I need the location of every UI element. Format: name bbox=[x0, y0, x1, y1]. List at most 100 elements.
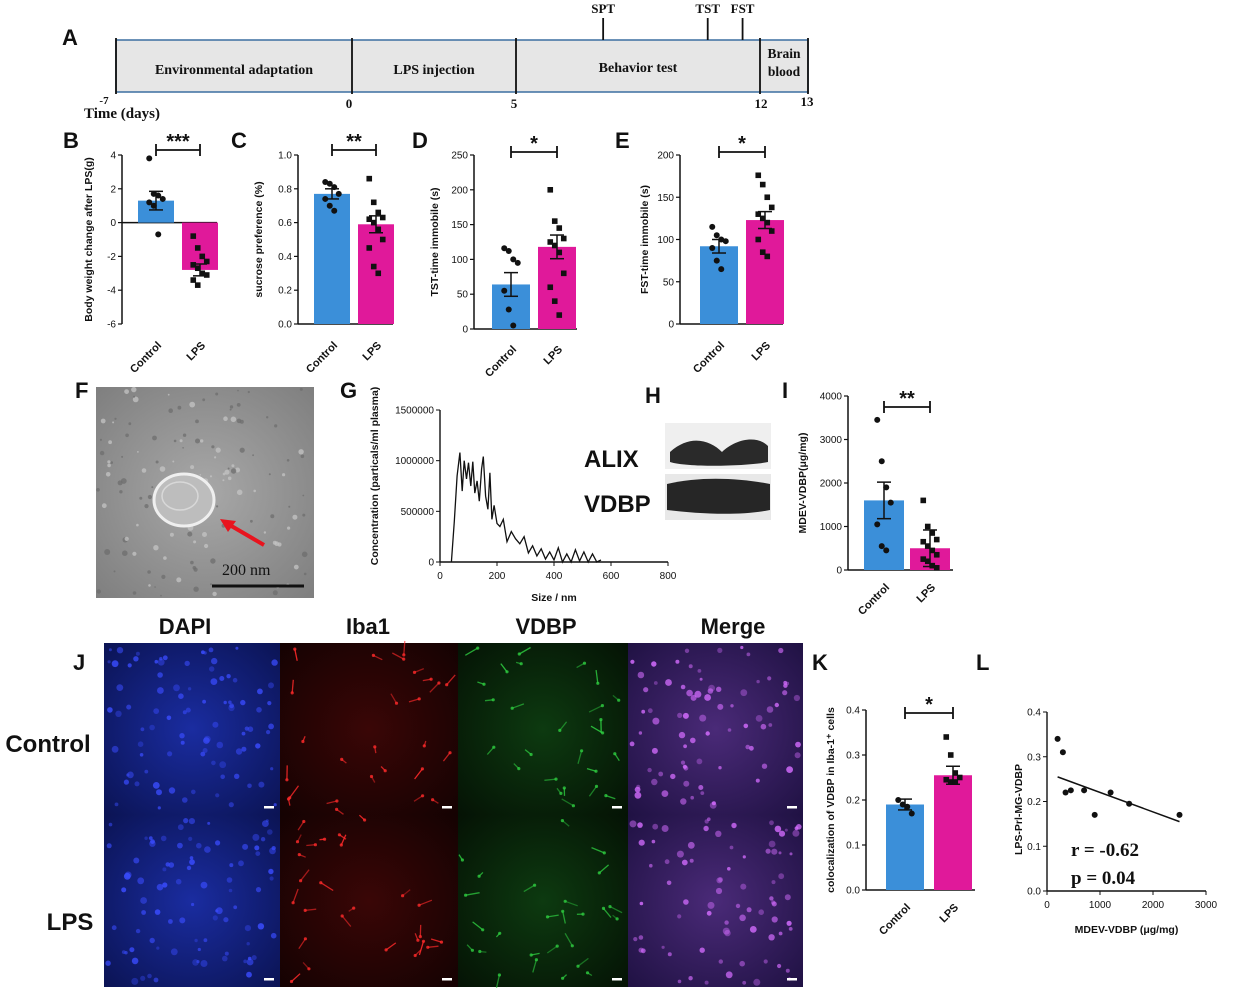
data-point-control bbox=[709, 244, 716, 251]
data-point-lps bbox=[933, 565, 940, 571]
cell-nucleus bbox=[731, 822, 737, 829]
cell-nucleus bbox=[755, 715, 763, 722]
x-category-label: LPS bbox=[937, 902, 961, 926]
data-point-control bbox=[883, 547, 890, 554]
cell-nucleus bbox=[777, 963, 782, 969]
y-tick-label: 1000000 bbox=[395, 456, 434, 467]
y-tick-label: 250 bbox=[451, 151, 468, 162]
y-tick-label: 0.3 bbox=[1027, 752, 1041, 763]
tem-particle bbox=[132, 591, 137, 595]
cell-nucleus bbox=[154, 909, 161, 915]
panel-letter-a: A bbox=[62, 25, 78, 50]
data-point-lps bbox=[929, 562, 936, 569]
cell-nucleus bbox=[131, 957, 139, 965]
tem-particle bbox=[117, 480, 123, 486]
cell-nucleus bbox=[756, 679, 760, 684]
tem-particle bbox=[161, 574, 166, 580]
cell-process bbox=[391, 652, 405, 660]
data-point-control bbox=[722, 238, 729, 245]
cell-nucleus bbox=[220, 774, 225, 780]
tem-particle bbox=[216, 505, 219, 508]
cell-nucleus bbox=[243, 959, 248, 964]
western-blot: ALIX VDBP bbox=[584, 423, 771, 520]
cell-nucleus bbox=[735, 903, 741, 909]
cell-nucleus bbox=[742, 980, 747, 985]
tem-particle bbox=[105, 472, 111, 477]
tem-particle bbox=[139, 496, 143, 500]
tem-particle bbox=[195, 438, 200, 444]
tem-particle bbox=[247, 390, 250, 394]
tem-particle bbox=[137, 451, 139, 453]
y-tick-label: 0.2 bbox=[846, 796, 860, 807]
cell-nucleus bbox=[121, 950, 126, 954]
cell-body bbox=[561, 976, 565, 980]
cell-nucleus bbox=[258, 781, 265, 788]
y-tick-label: 4000 bbox=[820, 392, 843, 403]
cell-body bbox=[529, 752, 533, 757]
cell-nucleus bbox=[241, 731, 246, 736]
cell-nucleus bbox=[793, 694, 801, 702]
cell-nucleus bbox=[268, 868, 274, 875]
cell-body bbox=[478, 949, 482, 954]
tem-particle bbox=[136, 523, 139, 527]
cell-nucleus bbox=[661, 790, 669, 797]
timeline-tick-label: 12 bbox=[755, 96, 768, 111]
cell-nucleus bbox=[689, 858, 694, 863]
tem-particle bbox=[110, 461, 113, 464]
data-point-control bbox=[322, 179, 329, 186]
cell-nucleus bbox=[696, 758, 703, 765]
tem-particle bbox=[286, 459, 290, 462]
significance-label: ** bbox=[899, 388, 915, 410]
cell-nucleus bbox=[252, 833, 260, 841]
cell-nucleus bbox=[226, 674, 231, 679]
cell-nucleus bbox=[782, 690, 788, 696]
cell-nucleus bbox=[785, 968, 790, 973]
cell-nucleus bbox=[716, 686, 722, 692]
tem-particle bbox=[192, 566, 197, 570]
cell-process bbox=[472, 921, 484, 931]
cell-nucleus bbox=[778, 851, 782, 855]
tem-particle bbox=[193, 586, 199, 592]
cell-nucleus bbox=[238, 860, 244, 867]
cell-nucleus bbox=[760, 723, 767, 730]
cell-nucleus bbox=[724, 920, 729, 925]
cell-process bbox=[591, 846, 605, 854]
timeline-segment-label: LPS injection bbox=[393, 63, 474, 78]
cell-body bbox=[313, 843, 317, 847]
cell-nucleus bbox=[173, 684, 180, 692]
cell-nucleus bbox=[168, 787, 176, 794]
timeline-segment-label: Behavior test bbox=[599, 61, 678, 76]
cell-nucleus bbox=[704, 694, 711, 701]
data-point-control bbox=[322, 195, 329, 202]
tem-particle bbox=[152, 435, 157, 441]
cell-nucleus bbox=[652, 823, 659, 830]
cell-nucleus bbox=[661, 825, 669, 832]
chart-colocalization: 0.0 0.1 0.2 0.3 0.4 colocalization of VDBP in… bbox=[825, 694, 975, 938]
data-point-control bbox=[899, 801, 906, 808]
cell-nucleus bbox=[638, 947, 644, 953]
data-point-lps bbox=[203, 272, 210, 278]
tem-particle bbox=[173, 439, 177, 443]
cell-nucleus bbox=[784, 894, 791, 901]
cell-nucleus bbox=[740, 645, 744, 650]
cell-process bbox=[291, 973, 301, 982]
y-tick-label: 0 bbox=[462, 325, 468, 336]
cell-nucleus bbox=[187, 687, 192, 691]
tem-particle bbox=[159, 466, 166, 472]
row-label-lps: LPS bbox=[47, 909, 94, 936]
data-point-lps bbox=[375, 209, 382, 216]
cell-nucleus bbox=[204, 846, 211, 853]
cell-nucleus bbox=[765, 848, 771, 854]
cell-nucleus bbox=[706, 910, 712, 916]
cell-body bbox=[476, 646, 480, 650]
cell-nucleus bbox=[202, 748, 208, 753]
cell-body bbox=[617, 698, 621, 702]
data-point-lps bbox=[755, 236, 762, 243]
cell-nucleus bbox=[149, 724, 155, 731]
cell-nucleus bbox=[182, 710, 187, 715]
x-tick-label: 800 bbox=[660, 571, 677, 582]
cell-body bbox=[339, 843, 343, 847]
cell-nucleus bbox=[768, 840, 776, 848]
cell-body bbox=[439, 940, 444, 944]
cell-nucleus bbox=[637, 671, 645, 679]
